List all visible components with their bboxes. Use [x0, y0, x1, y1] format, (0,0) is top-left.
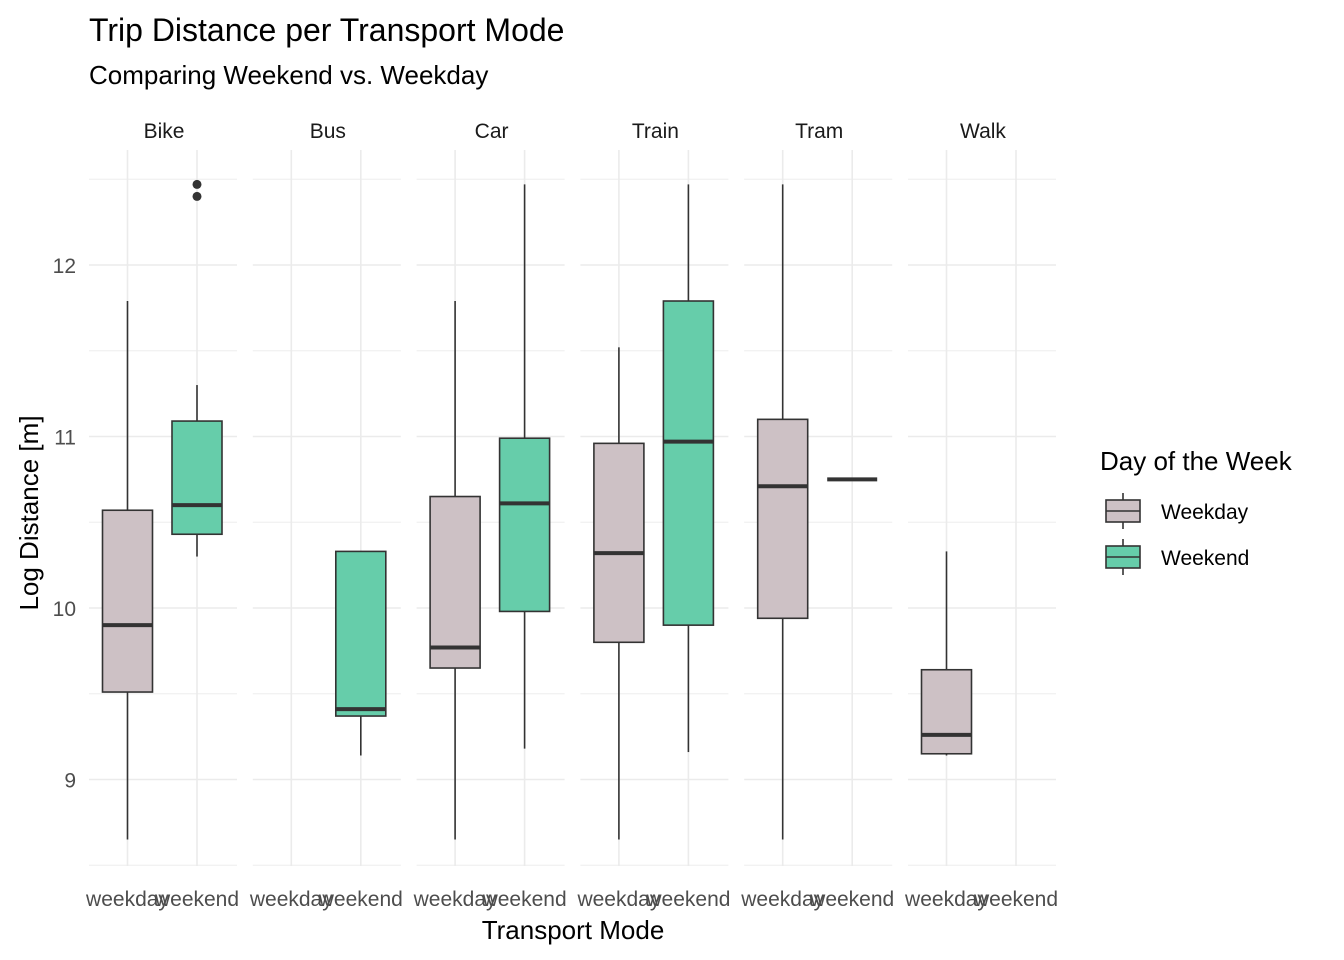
box-train-weekend	[662, 184, 715, 753]
facet-label-train: Train	[632, 120, 679, 143]
y-tick-label: 11	[54, 427, 76, 450]
x-tick-label: weekday	[249, 888, 333, 911]
legend-label: Weekend	[1161, 547, 1249, 570]
box-body	[498, 437, 551, 613]
x-tick-label: weekend	[973, 888, 1058, 911]
legend: Day of the Week Weekday Weekend	[1100, 446, 1293, 575]
box-body	[662, 300, 715, 626]
facet-label-walk: Walk	[960, 120, 1006, 143]
box-body	[171, 420, 223, 536]
legend-title: Day of the Week	[1100, 446, 1293, 476]
legend-entry-weekday: Weekday	[1105, 493, 1249, 529]
box-tram-weekday	[756, 184, 809, 840]
box-bike-weekday	[101, 301, 154, 840]
facet-label-bus: Bus	[310, 120, 346, 143]
box-body	[756, 418, 809, 620]
outlier-point	[192, 191, 202, 201]
x-axis-title: Transport Mode	[482, 915, 665, 945]
box-body	[334, 550, 387, 717]
box-body	[429, 495, 481, 669]
box-bike-weekend	[171, 179, 223, 557]
x-tick-label: weekend	[809, 888, 894, 911]
y-tick-label: 12	[53, 255, 76, 278]
x-tick-label: weekend	[645, 888, 730, 911]
x-tick-label: weekday	[85, 888, 169, 911]
y-axis-title: Log Distance [m]	[14, 415, 44, 610]
chart-title: Trip Distance per Transport Mode	[89, 12, 564, 48]
chart-subtitle: Comparing Weekend vs. Weekday	[89, 60, 488, 90]
x-tick-label: weekday	[904, 888, 988, 911]
facet-label-bike: Bike	[144, 120, 185, 143]
y-tick-label: 10	[53, 598, 76, 621]
box-body	[101, 509, 154, 693]
box-car-weekday	[429, 301, 481, 840]
plot-area: BikeweekdayweekendBusweekdayweekendCarwe…	[53, 120, 1058, 911]
box-car-weekend	[498, 184, 551, 749]
x-tick-label: weekend	[318, 888, 403, 911]
outlier-point	[192, 179, 202, 189]
y-tick-label: 9	[64, 770, 76, 793]
box-bus-weekend	[334, 550, 387, 756]
legend-entry-weekend: Weekend	[1105, 539, 1249, 575]
box-body	[920, 668, 973, 755]
box-body	[593, 442, 645, 644]
box-train-weekday	[593, 347, 645, 840]
x-tick-label: weekend	[154, 888, 239, 911]
facet-label-car: Car	[475, 120, 509, 143]
legend-label: Weekday	[1161, 501, 1249, 524]
facet-label-tram: Tram	[795, 120, 843, 143]
x-tick-label: weekend	[482, 888, 567, 911]
x-tick-label: weekday	[576, 888, 660, 911]
x-tick-label: weekday	[740, 888, 824, 911]
x-tick-label: weekday	[413, 888, 497, 911]
box-walk-weekday	[920, 551, 973, 756]
